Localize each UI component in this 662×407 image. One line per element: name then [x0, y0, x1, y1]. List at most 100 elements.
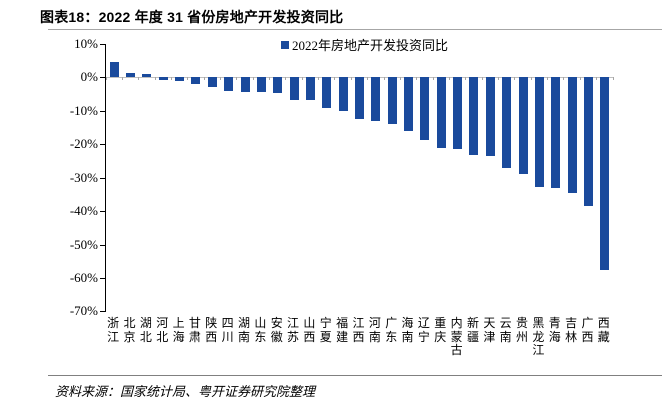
- x-label-广西: 广 西: [581, 316, 594, 344]
- x-tick-mark: [367, 77, 369, 81]
- x-tick-mark: [236, 77, 238, 81]
- x-label-内蒙古: 内 蒙 古: [450, 316, 463, 357]
- y-tick-mark: [100, 311, 105, 313]
- y-tick-label: -60%: [69, 270, 98, 285]
- x-tick-mark: [269, 77, 271, 81]
- x-label-吉林: 吉 林: [565, 316, 578, 344]
- x-tick-mark: [399, 77, 401, 81]
- title-divider: [48, 29, 662, 30]
- bar-江苏: [289, 77, 299, 100]
- x-label-上海: 上 海: [172, 316, 185, 344]
- bar-湖南: [240, 77, 250, 92]
- y-tick-label: -50%: [69, 236, 98, 252]
- x-label-湖北: 湖 北: [139, 316, 152, 344]
- bar-新疆: [469, 77, 479, 155]
- y-tick-label: -70%: [69, 303, 98, 319]
- y-tick-mark: [100, 177, 105, 179]
- bar-宁夏: [322, 77, 332, 109]
- x-label-青海: 青 海: [548, 316, 561, 344]
- y-tick-label: -30%: [69, 169, 98, 185]
- bar-甘肃: [191, 77, 201, 85]
- bar-重庆: [436, 77, 446, 148]
- x-tick-mark: [285, 77, 287, 81]
- x-label-贵州: 贵 州: [516, 316, 529, 344]
- bar-黑龙江: [534, 77, 544, 188]
- x-axis-labels: 浙 江北 京湖 北河 北上 海甘 肃陕 西四 川湖 南山 东安 徽江 苏山 西宁…: [105, 316, 612, 359]
- x-label-甘肃: 甘 肃: [188, 316, 201, 344]
- y-tick-mark: [100, 77, 105, 79]
- bar-山东: [256, 77, 266, 93]
- legend-square-icon: [281, 40, 289, 49]
- x-tick-mark: [498, 77, 500, 81]
- bar-云南: [502, 77, 512, 169]
- x-tick-mark: [563, 77, 565, 81]
- x-tick-mark: [170, 77, 172, 81]
- x-label-四川: 四 川: [221, 316, 234, 344]
- bar-浙江: [109, 62, 119, 78]
- y-tick-mark: [100, 278, 105, 279]
- x-tick-mark: [547, 77, 549, 81]
- bar-上海: [175, 77, 185, 81]
- x-label-宁夏: 宁 夏: [319, 316, 332, 344]
- bar-青海: [551, 77, 561, 189]
- bar-四川: [224, 77, 234, 92]
- bar-江西: [355, 77, 364, 119]
- x-tick-mark: [612, 77, 614, 81]
- y-tick-mark: [100, 144, 105, 146]
- bar-北京: [126, 72, 136, 78]
- bar-内蒙古: [453, 77, 463, 149]
- footer-divider: [48, 375, 662, 376]
- y-tick-label: 0%: [80, 69, 98, 85]
- x-tick-mark: [481, 77, 483, 81]
- y-tick-mark: [100, 244, 105, 246]
- x-tick-mark: [318, 77, 320, 81]
- x-label-西藏: 西 藏: [597, 316, 610, 344]
- x-label-天津: 天 津: [483, 316, 496, 344]
- x-tick-mark: [252, 77, 254, 81]
- x-label-黑龙江: 黑 龙 江: [532, 316, 545, 357]
- x-tick-mark: [514, 77, 516, 81]
- x-tick-mark: [432, 77, 434, 81]
- x-label-辽宁: 辽 宁: [417, 316, 430, 344]
- x-tick-mark: [138, 77, 140, 81]
- x-label-安徽: 安 徽: [270, 316, 283, 344]
- bar-广东: [387, 77, 397, 125]
- x-tick-mark: [334, 77, 336, 81]
- x-label-陕西: 陕 西: [205, 316, 218, 344]
- x-label-福建: 福 建: [336, 316, 349, 344]
- bar-吉林: [567, 77, 577, 193]
- x-label-江西: 江 西: [352, 316, 365, 344]
- x-label-江苏: 江 苏: [287, 316, 300, 344]
- y-tick-label: 10%: [74, 36, 98, 51]
- x-tick-mark: [301, 77, 303, 81]
- x-tick-mark: [154, 77, 156, 81]
- y-axis-labels: 10% 0% -10% -20% -30% -40% -50% -60% -70%: [0, 0, 98, 340]
- y-tick-mark: [100, 110, 105, 112]
- bar-陕西: [207, 77, 217, 88]
- legend: 2022年房地产开发投资同比: [281, 35, 448, 54]
- y-tick-label: -20%: [69, 136, 98, 152]
- bar-湖北: [142, 73, 152, 78]
- x-label-河南: 河 南: [368, 316, 381, 344]
- chart-title: 图表18：2022 年度 31 省份房地产开发投资同比: [40, 9, 344, 25]
- x-tick-mark: [530, 77, 532, 81]
- y-tick-mark: [100, 44, 105, 45]
- bar-山西: [305, 77, 315, 101]
- x-tick-mark: [448, 77, 450, 81]
- x-tick-mark: [350, 77, 352, 81]
- x-tick-mark: [383, 77, 385, 81]
- legend-label: 2022年房地产开发投资同比: [292, 38, 449, 53]
- plot-area: [105, 44, 614, 312]
- x-label-海南: 海 南: [401, 316, 414, 344]
- bar-广西: [583, 77, 593, 207]
- x-label-北京: 北 京: [123, 316, 136, 344]
- x-tick-mark: [121, 77, 123, 81]
- bar-贵州: [518, 77, 528, 175]
- x-label-山西: 山 西: [303, 316, 316, 344]
- x-tick-mark: [465, 77, 467, 81]
- x-tick-mark: [416, 77, 418, 81]
- x-tick-mark: [105, 77, 107, 81]
- y-tick-label: -40%: [69, 203, 98, 219]
- y-tick-mark: [100, 211, 105, 213]
